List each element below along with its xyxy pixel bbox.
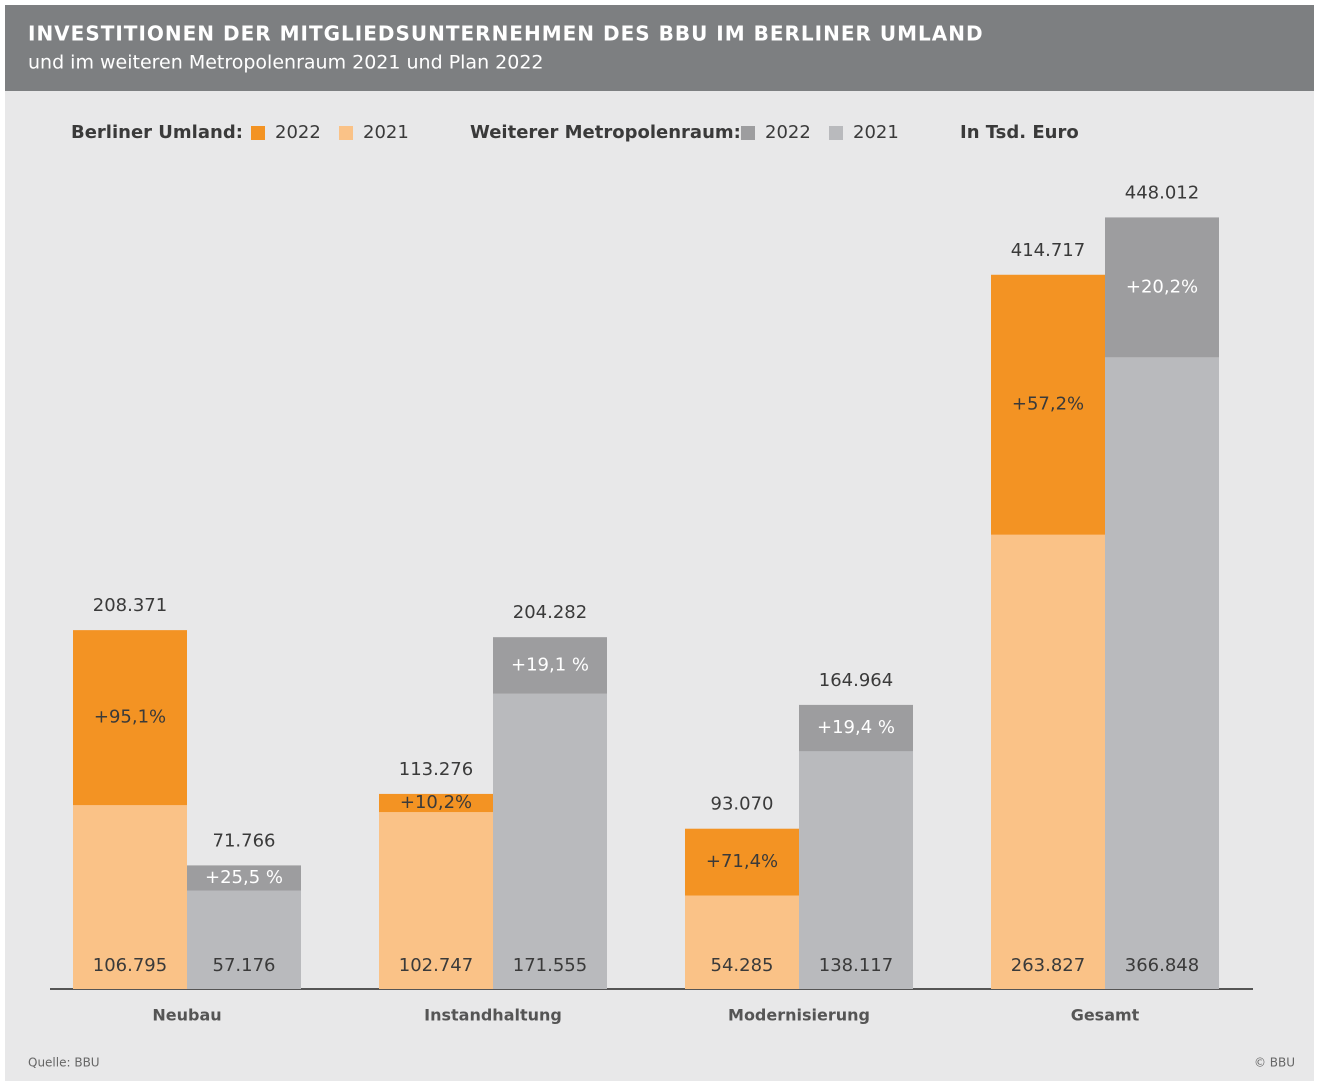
legend-label: 2022 <box>765 122 811 143</box>
bar <box>991 534 1105 989</box>
legend-swatch <box>251 126 265 140</box>
value-label: 448.012 <box>1125 182 1199 203</box>
unit-label: In Tsd. Euro <box>960 122 1079 143</box>
x-tick-label: Modernisierung <box>728 1006 870 1025</box>
value-label: 164.964 <box>819 670 893 691</box>
value-label: 54.285 <box>711 955 774 976</box>
legend-swatch <box>741 126 755 140</box>
bar <box>799 751 913 989</box>
bar <box>379 812 493 989</box>
bar <box>685 895 799 989</box>
change-label: +57,2% <box>1012 394 1084 415</box>
bar <box>493 693 607 989</box>
value-label: 106.795 <box>93 955 167 976</box>
chart-subtitle: und im weiteren Metropolenraum 2021 und … <box>28 52 544 74</box>
value-label: 263.827 <box>1011 955 1085 976</box>
value-label: 113.276 <box>399 759 473 780</box>
bar <box>187 890 301 989</box>
bar <box>1105 357 1219 990</box>
legend-group: Weiterer Metropolenraum: <box>470 122 741 143</box>
change-label: +19,1 % <box>511 654 589 675</box>
value-label: 204.282 <box>513 602 587 623</box>
change-label: +71,4% <box>706 851 778 872</box>
legend-label: 2022 <box>275 122 321 143</box>
legend-swatch <box>339 126 353 140</box>
value-label: 57.176 <box>213 955 276 976</box>
value-label: 414.717 <box>1011 240 1085 261</box>
legend-label: 2021 <box>363 122 409 143</box>
change-label: +25,5 % <box>205 867 283 888</box>
legend-label: 2021 <box>853 122 899 143</box>
value-label: 366.848 <box>1125 955 1199 976</box>
source: Quelle: BBU <box>28 1056 100 1070</box>
header <box>5 5 1314 91</box>
value-label: 171.555 <box>513 955 587 976</box>
value-label: 138.117 <box>819 955 893 976</box>
value-label: 208.371 <box>93 595 167 616</box>
legend-group: Berliner Umland: <box>71 122 243 143</box>
value-label: 71.766 <box>213 830 276 851</box>
change-label: +10,2% <box>400 792 472 813</box>
chart-title: INVESTITIONEN DER MITGLIEDSUNTERNEHMEN D… <box>28 22 984 46</box>
value-label: 93.070 <box>711 794 774 815</box>
change-label: +20,2% <box>1126 276 1198 297</box>
bar <box>73 805 187 989</box>
credit: © BBU <box>1254 1056 1295 1070</box>
x-tick-label: Neubau <box>152 1006 221 1025</box>
value-label: 102.747 <box>399 955 473 976</box>
change-label: +19,4 % <box>817 717 895 738</box>
change-label: +95,1% <box>94 707 166 728</box>
x-tick-label: Gesamt <box>1071 1006 1140 1025</box>
x-tick-label: Instandhaltung <box>424 1006 562 1025</box>
legend-swatch <box>829 126 843 140</box>
